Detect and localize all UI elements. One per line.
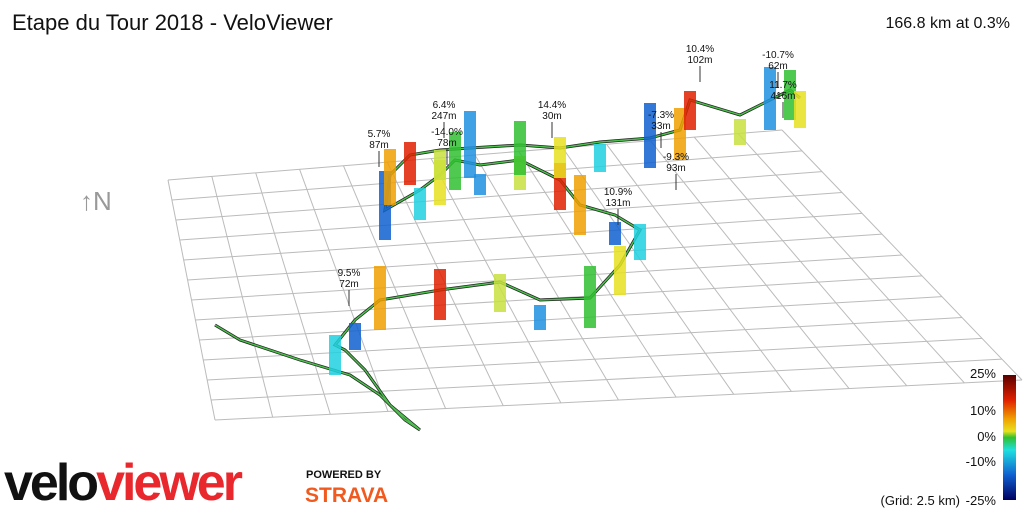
grid-line [183, 212, 863, 261]
elevation-wall [434, 150, 446, 180]
route-line [214, 89, 801, 431]
elevation-wall [734, 119, 746, 145]
elevation-wall [794, 91, 806, 128]
elevation-wall [329, 335, 341, 375]
annotation-grade: -9.3% [663, 152, 689, 163]
annotation-length: 30m [542, 111, 561, 122]
color-scale [1003, 375, 1016, 500]
elevation-wall [594, 144, 606, 172]
grid-line [203, 317, 963, 361]
elevation-wall [414, 188, 426, 220]
compass: ↑N [80, 186, 112, 216]
annotations: 5.7%87m 6.4%247m -14.0%78m 14.4%30m 10.4%102… [338, 44, 797, 306]
elevation-wall [494, 274, 506, 312]
route [214, 67, 806, 432]
annotation-length: 416m [770, 91, 795, 102]
annotation-grade: 14.4% [538, 100, 566, 111]
annotation-grade: 10.4% [686, 44, 714, 55]
elevation-wall [614, 246, 626, 295]
elevation-wall [684, 91, 696, 130]
powered-by: POWERED BY [306, 469, 382, 481]
elevation-wall [464, 111, 476, 178]
annotation-grade: -14.0% [431, 127, 463, 138]
annotation-grade: 9.5% [338, 268, 361, 279]
elevation-wall [784, 70, 796, 120]
annotation-grade: -7.3% [648, 110, 674, 121]
elevation-wall [574, 175, 586, 235]
route-shadow [214, 88, 801, 432]
grid-line [199, 296, 943, 341]
annotation-length: 72m [339, 279, 358, 290]
elevation-wall [644, 103, 656, 168]
grid-note: (Grid: 2.5 km) [881, 493, 960, 508]
legend-label: -25% [966, 493, 997, 508]
grid-line [175, 171, 823, 221]
grid-line [191, 254, 903, 301]
annotation-grade: 11.7% [769, 80, 797, 91]
annotation-length: 62m [768, 61, 787, 72]
legend: 25% 10% 0% -10% -25% [966, 366, 997, 508]
grid [167, 129, 1023, 421]
elevation-wall [434, 269, 446, 320]
grid-line [214, 379, 1023, 421]
annotation-length: 131m [605, 198, 630, 209]
grid-line [211, 358, 1003, 401]
annotation-length: 87m [369, 140, 388, 151]
annotation-length: 247m [431, 111, 456, 122]
summary: 166.8 km at 0.3% [885, 15, 1010, 32]
legend-label: 25% [970, 366, 996, 381]
elevation-wall [554, 137, 566, 178]
logo-velo: velo [4, 454, 97, 512]
legend-label: 10% [970, 403, 996, 418]
grid-line [179, 192, 843, 241]
grid-line [171, 150, 803, 201]
elevation-wall [634, 224, 646, 260]
annotation-length: 33m [651, 121, 670, 132]
elevation-wall [534, 305, 546, 330]
elevation-wall [374, 266, 386, 330]
annotation-grade: 5.7% [368, 129, 391, 140]
annotation-length: 102m [687, 55, 712, 66]
elevation-wall [474, 174, 486, 195]
annotation-grade: 6.4% [433, 100, 456, 111]
elevation-wall [674, 108, 686, 160]
logo-viewer: viewer [96, 454, 243, 512]
elevation-wall [349, 323, 361, 350]
legend-label: -10% [966, 454, 997, 469]
elevation-wall [514, 121, 526, 175]
strava: STRAVA [305, 484, 388, 507]
grid-line [187, 233, 883, 281]
title: Etape du Tour 2018 - VeloViewer [12, 10, 333, 35]
logo: veloviewer [4, 454, 243, 512]
annotation-grade: -10.7% [762, 50, 794, 61]
grid-line [207, 337, 983, 381]
elevation-wall [584, 266, 596, 328]
annotation-grade: 10.9% [604, 187, 632, 198]
annotation-length: 93m [666, 163, 685, 174]
elevation-wall [609, 222, 621, 245]
elevation-wall [384, 149, 396, 205]
annotation-length: 78m [437, 138, 456, 149]
legend-label: 0% [977, 429, 996, 444]
elevation-wall [404, 142, 416, 185]
elevation-wall [764, 67, 776, 130]
elevation-wall [449, 132, 461, 190]
